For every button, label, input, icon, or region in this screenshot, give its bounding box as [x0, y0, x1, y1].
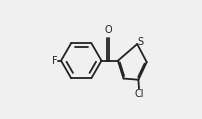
- Text: O: O: [104, 25, 111, 35]
- Text: S: S: [136, 37, 143, 47]
- Text: Cl: Cl: [134, 89, 143, 99]
- Text: F: F: [52, 56, 57, 66]
